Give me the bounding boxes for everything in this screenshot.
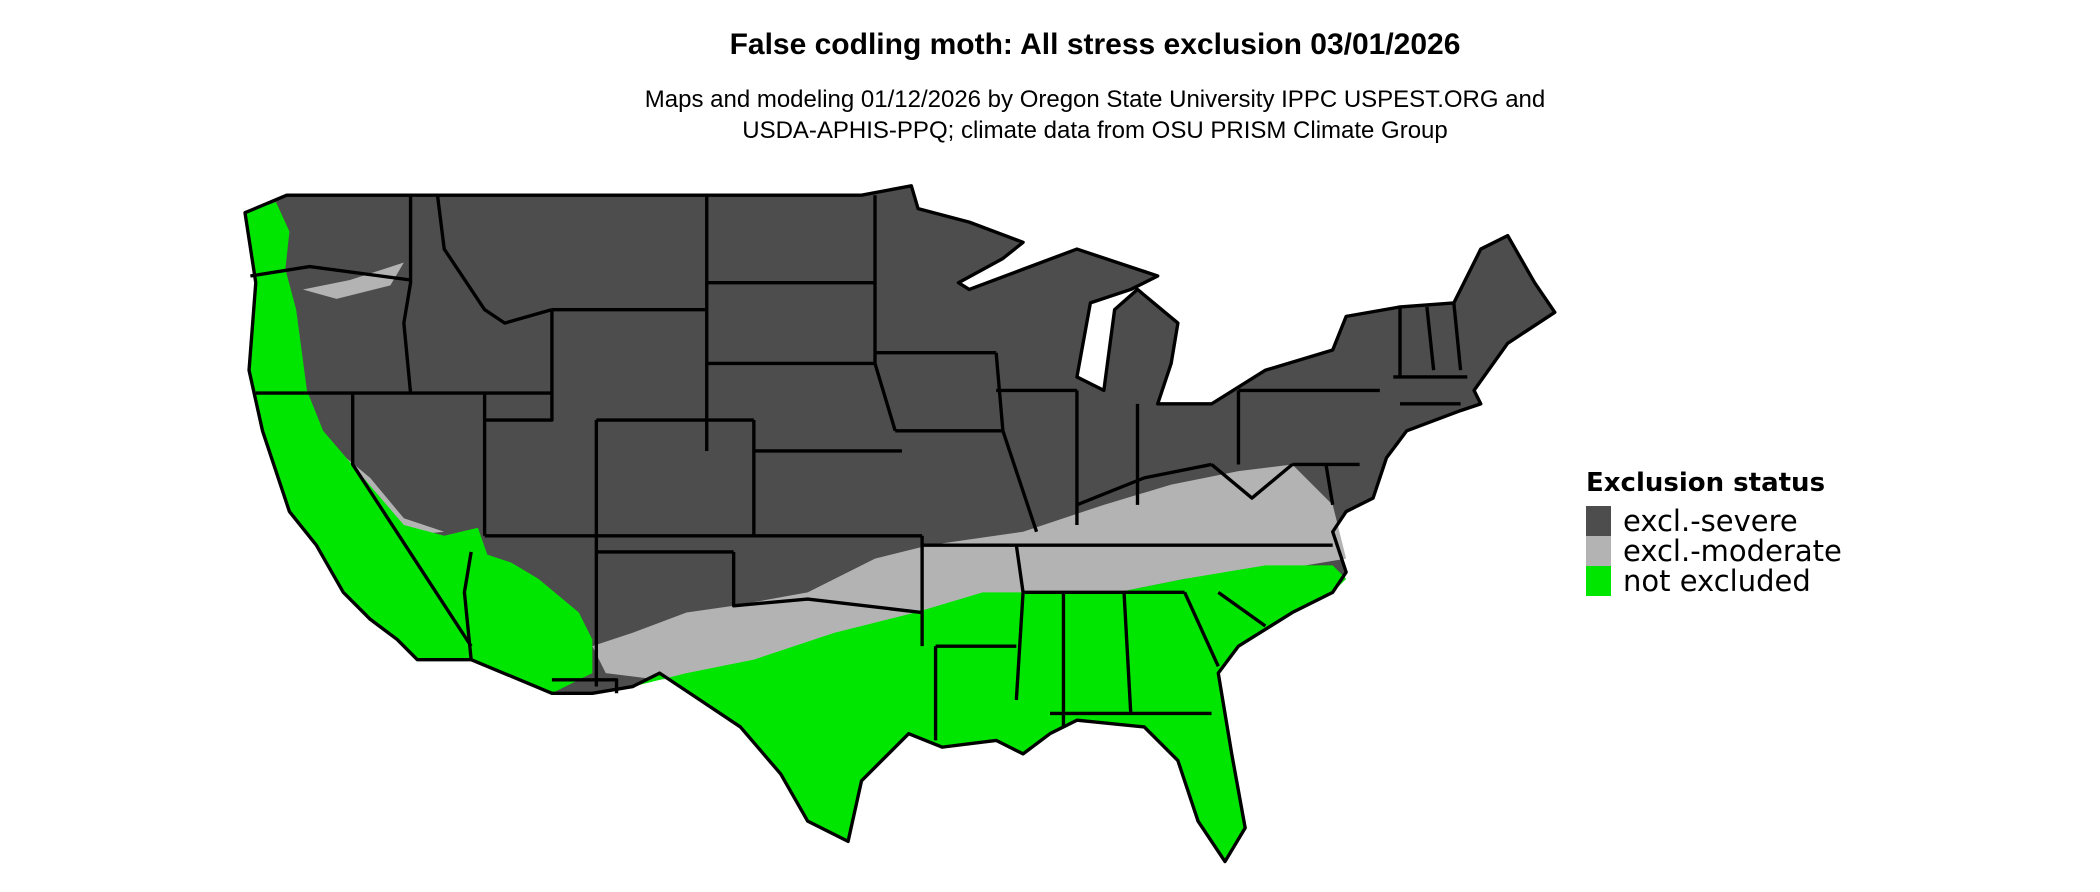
legend-swatch-not-excluded — [1586, 566, 1611, 596]
legend-swatch-moderate — [1586, 536, 1611, 566]
legend-item-moderate: excl.-moderate — [1586, 534, 1842, 568]
map-subtitle: Maps and modeling 01/12/2026 by Oregon S… — [0, 84, 2100, 146]
severe-exclusion-region — [245, 185, 1555, 862]
legend-label: not excluded — [1623, 564, 1811, 598]
us-outline — [243, 184, 1557, 864]
legend-item-severe: excl.-severe — [1586, 504, 1842, 538]
legend-label: excl.-moderate — [1623, 534, 1842, 568]
legend: Exclusion status excl.-severe excl.-mode… — [1586, 468, 1842, 598]
interior-state-lines — [250, 195, 1468, 741]
subtitle-line-2: USDA-APHIS-PPQ; climate data from OSU PR… — [742, 117, 1448, 144]
legend-item-not-excluded: not excluded — [1586, 564, 1842, 598]
state-borders — [243, 184, 1557, 864]
subtitle-line-1: Maps and modeling 01/12/2026 by Oregon S… — [644, 86, 1546, 113]
map-title: False codling moth: All stress exclusion… — [729, 28, 1461, 61]
legend-label: excl.-severe — [1623, 504, 1798, 538]
legend-swatch-severe — [1586, 506, 1611, 536]
legend-title: Exclusion status — [1586, 468, 1826, 498]
